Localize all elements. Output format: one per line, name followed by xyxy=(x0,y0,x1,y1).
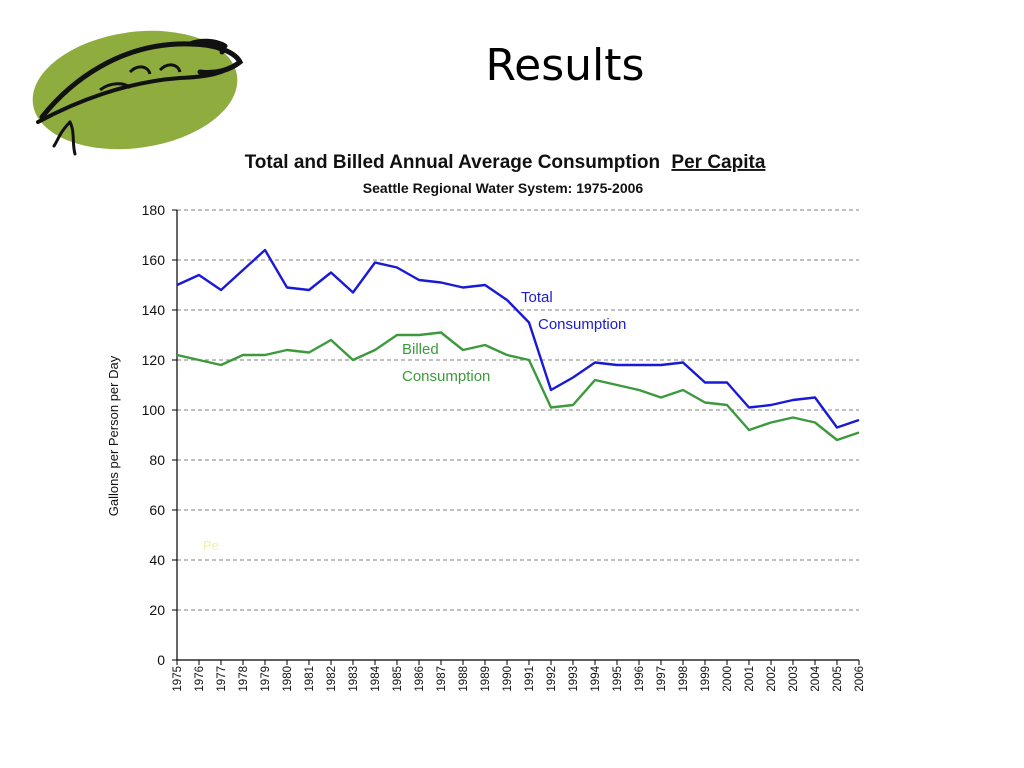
x-tick-label: 2006 xyxy=(854,666,866,692)
x-tick-label: 1985 xyxy=(392,666,404,692)
x-tick-label: 1994 xyxy=(590,665,602,691)
x-tick-label: 1996 xyxy=(634,666,646,692)
y-tick-label: 100 xyxy=(142,402,166,418)
x-tick-label: 1982 xyxy=(326,666,338,692)
x-tick-label: 1992 xyxy=(546,666,558,692)
x-tick-label: 1977 xyxy=(216,666,228,692)
y-tick-label: 60 xyxy=(149,502,165,518)
x-tick-label: 2003 xyxy=(788,666,800,692)
y-tick-label: 140 xyxy=(142,302,166,318)
y-tick-label: 20 xyxy=(149,602,165,618)
x-tick-label: 1980 xyxy=(282,666,294,692)
x-tick-label: 2001 xyxy=(744,666,756,692)
x-tick-label: 1981 xyxy=(304,666,316,692)
series-label-total: Consumption xyxy=(538,316,626,333)
chart-title-underlined: Per Capita xyxy=(671,152,765,173)
x-tick-label: 1979 xyxy=(260,666,272,692)
chart-title: Total and Billed Annual Average Consumpt… xyxy=(245,152,766,173)
salmon-fish-icon xyxy=(32,30,244,156)
x-tick-label: 1976 xyxy=(194,666,206,692)
chart-subtitle: Seattle Regional Water System: 1975-2006 xyxy=(363,180,644,196)
x-tick-label: 1987 xyxy=(436,666,448,692)
slide-title: Results xyxy=(485,40,645,91)
x-tick-label: 1988 xyxy=(458,666,470,692)
series-line-total xyxy=(176,248,860,429)
y-tick-label: 160 xyxy=(142,252,166,268)
y-axis-label: Gallons per Person per Day xyxy=(106,355,121,516)
x-tick-label: 1975 xyxy=(172,666,184,692)
logo xyxy=(32,30,244,156)
x-tick-label: 1998 xyxy=(678,666,690,692)
chart-title-main: Total and Billed Annual Average Consumpt… xyxy=(245,152,661,173)
x-tick-label: 2004 xyxy=(810,665,822,691)
x-tick-label: 1990 xyxy=(502,666,514,692)
x-tick-label: 1995 xyxy=(612,666,624,692)
x-tick-label: 1983 xyxy=(348,666,360,692)
x-tick-label: 1978 xyxy=(238,666,250,692)
y-tick-label: 80 xyxy=(149,452,165,468)
x-tick-label: 1993 xyxy=(568,666,580,692)
y-tick-label: 180 xyxy=(142,202,166,218)
faint-annotation: Pe xyxy=(203,538,219,553)
series-line-billed xyxy=(176,331,860,442)
x-tick-label: 1989 xyxy=(480,666,492,692)
series-label-total: Total xyxy=(521,289,553,306)
y-tick-label: 0 xyxy=(157,652,165,668)
y-tick-label: 120 xyxy=(142,352,166,368)
x-tick-label: 1984 xyxy=(370,665,382,691)
x-tick-label: 1999 xyxy=(700,666,712,692)
x-tick-label: 1986 xyxy=(414,666,426,692)
plot-area: 0 20 40 60 80 100 120 140 160 180 1975 1976 1977 1978… xyxy=(142,202,866,692)
x-tick-label: 1991 xyxy=(524,666,536,692)
y-tick-label: 40 xyxy=(149,552,165,568)
series-label-billed: Billed xyxy=(402,341,439,358)
x-tick-label: 1997 xyxy=(656,666,668,692)
x-tick-label: 2005 xyxy=(832,666,844,692)
series-label-billed: Consumption xyxy=(402,368,490,385)
x-tick-label: 2002 xyxy=(766,666,778,692)
x-tick-label: 2000 xyxy=(722,666,734,692)
